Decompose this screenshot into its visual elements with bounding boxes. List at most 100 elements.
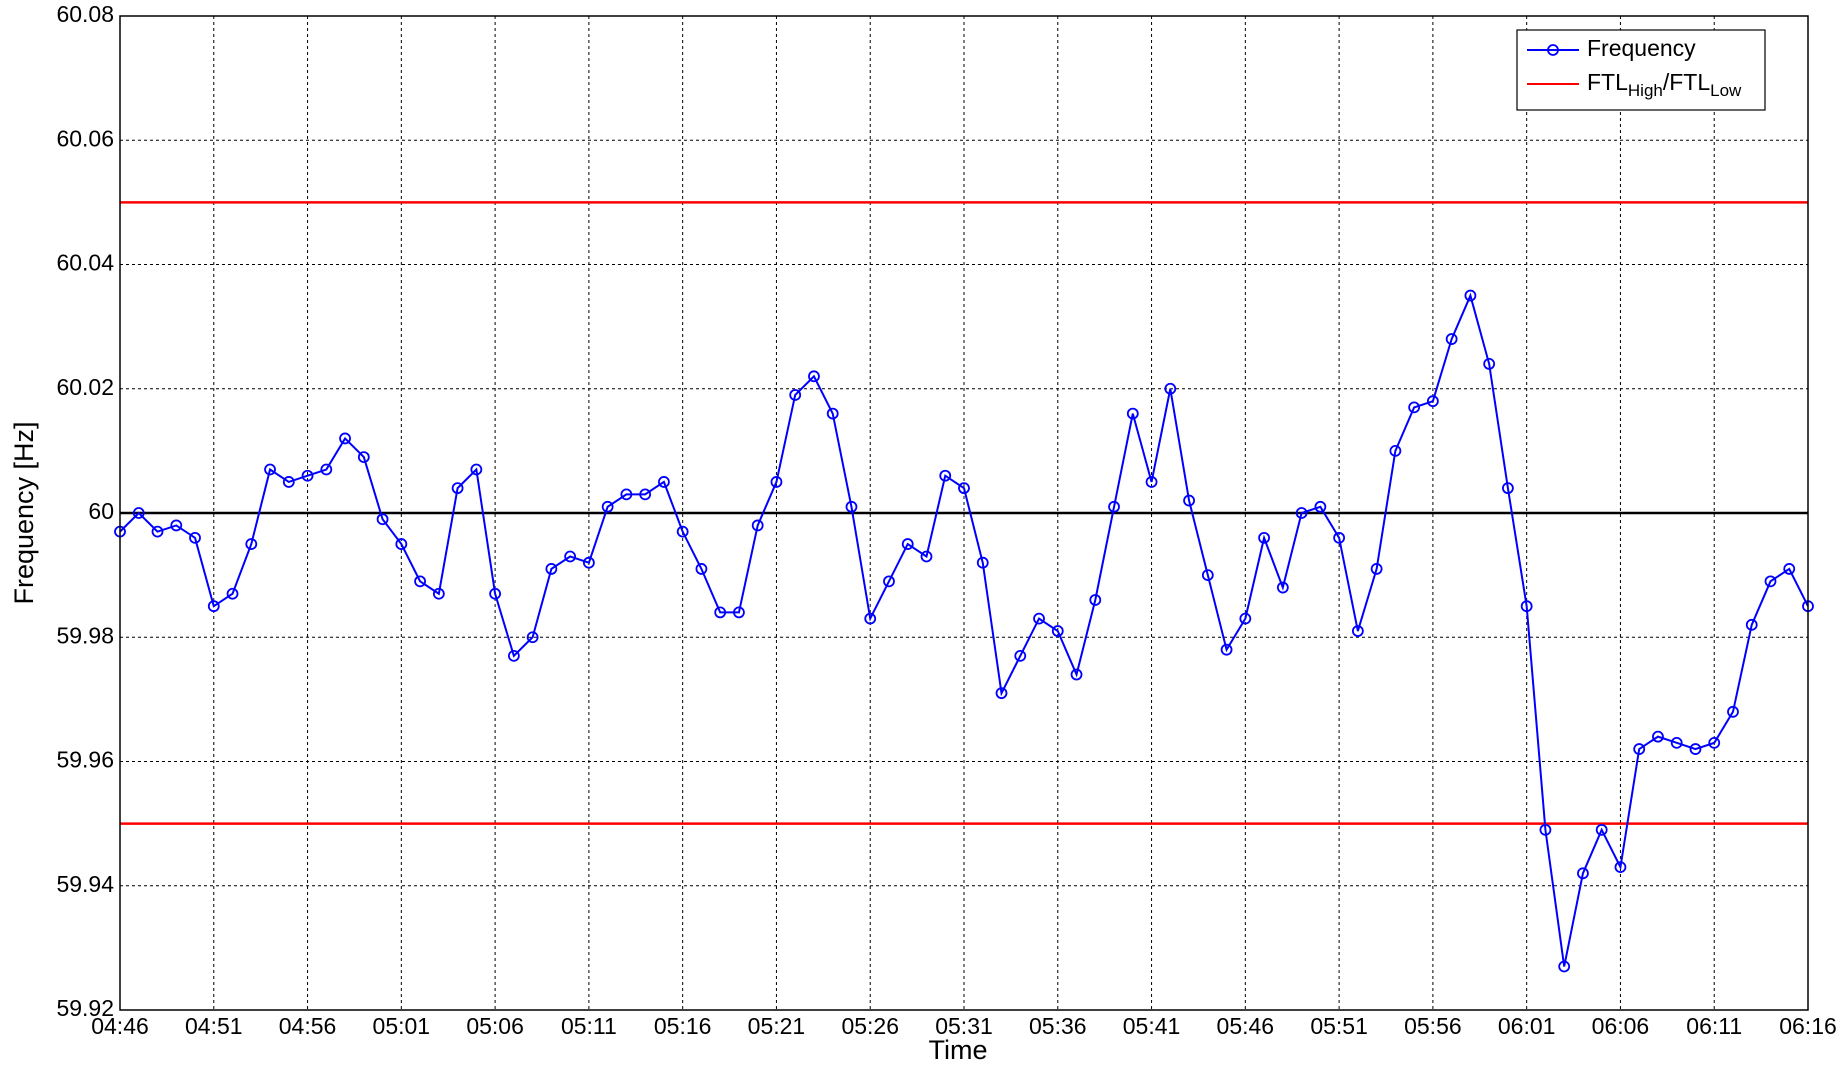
data-point [639, 488, 652, 501]
data-point [1108, 500, 1120, 513]
data-point [1708, 736, 1721, 749]
x-tick-label: 06:16 [1779, 1013, 1837, 1039]
data-point [939, 469, 952, 482]
x-tick-label: 05:21 [748, 1013, 806, 1039]
data-point [1089, 594, 1102, 606]
data-point [789, 389, 802, 401]
x-tick-label: 04:56 [279, 1013, 337, 1039]
data-point [1595, 823, 1608, 836]
x-tick-label: 05:56 [1404, 1013, 1462, 1039]
x-tick-label: 05:06 [466, 1013, 524, 1039]
y-tick-label: 59.94 [56, 871, 114, 897]
data-point [1051, 625, 1064, 637]
data-point [826, 407, 839, 420]
data-point [1689, 743, 1702, 755]
data-point [1633, 743, 1646, 755]
data-point [1295, 507, 1308, 519]
x-tick-label: 05:16 [654, 1013, 712, 1039]
legend-marker [1547, 44, 1559, 56]
data-point [1745, 618, 1758, 631]
data-point [151, 525, 164, 538]
data-point [901, 538, 914, 550]
data-point [1727, 705, 1739, 718]
data-point [601, 500, 614, 513]
data-point [132, 507, 145, 519]
x-tick-label: 04:51 [185, 1013, 243, 1039]
data-point [1258, 531, 1270, 544]
data-point [1670, 736, 1683, 749]
data-point [1314, 500, 1327, 513]
data-point [189, 531, 201, 544]
data-point [245, 538, 258, 550]
data-point [1145, 476, 1158, 488]
data-point [545, 563, 558, 575]
legend-label: FTLHigh/FTLLow [1587, 69, 1742, 100]
x-tick-label: 05:01 [373, 1013, 431, 1039]
data-point [733, 606, 745, 619]
data-point [1483, 357, 1496, 370]
legend-box [1516, 29, 1766, 111]
data-point [414, 575, 426, 588]
data-point [282, 476, 295, 488]
x-tick-label: 06:06 [1592, 1013, 1650, 1039]
data-point [1220, 643, 1233, 656]
data-point [357, 451, 370, 463]
data-point [1164, 382, 1177, 395]
y-tick-label: 59.92 [56, 995, 114, 1021]
data-point [1464, 289, 1477, 302]
y-tick-label: 60.08 [56, 1, 114, 27]
data-point [1614, 861, 1627, 874]
data-point [995, 687, 1008, 700]
data-point [1558, 960, 1571, 973]
y-tick-label: 60 [88, 498, 114, 524]
y-axis-label: Frequency [Hz] [9, 421, 39, 604]
legend-label-part: FTL [1587, 69, 1628, 95]
x-tick-label: 06:11 [1686, 1013, 1742, 1039]
data-point [376, 513, 389, 526]
x-tick-label: 05:46 [1217, 1013, 1275, 1039]
data-point [808, 370, 820, 383]
data-point [1370, 563, 1383, 575]
y-tick-label: 59.96 [56, 747, 114, 773]
legend-label-part: High [1628, 81, 1663, 100]
data-point [1783, 563, 1796, 575]
x-tick-label: 05:11 [561, 1013, 617, 1039]
y-tick-label: 60.02 [56, 374, 114, 400]
data-point [620, 488, 633, 501]
x-tick-label: 04:46 [91, 1013, 149, 1039]
data-point [226, 587, 239, 600]
data-point [301, 469, 314, 482]
data-point [1502, 482, 1514, 495]
data-point [1276, 581, 1289, 594]
data-point [1577, 867, 1589, 880]
data-point [1764, 575, 1777, 588]
data-point [883, 575, 895, 588]
data-point [339, 432, 351, 445]
legend-label-part: /FTL [1663, 69, 1710, 95]
data-point [845, 500, 858, 513]
data-point [958, 482, 970, 495]
data-point [451, 482, 464, 495]
data-line [119, 292, 1809, 967]
data-point [320, 463, 333, 476]
data-point [920, 550, 933, 563]
legend-label: Frequency [1587, 35, 1696, 61]
data-point [470, 463, 483, 476]
data-point [507, 649, 520, 662]
data-point [207, 600, 220, 613]
data-point [170, 519, 183, 532]
x-tick-label: 05:51 [1310, 1013, 1368, 1039]
data-point [1201, 569, 1214, 582]
data-point [1333, 531, 1346, 544]
data-point [432, 587, 445, 600]
y-tick-label: 60.04 [56, 250, 114, 276]
data-point [676, 525, 689, 538]
data-point [395, 538, 408, 550]
x-tick-label: 05:41 [1123, 1013, 1181, 1039]
data-point [714, 606, 727, 619]
data-point [1408, 401, 1421, 414]
data-point [1652, 730, 1664, 743]
x-axis-label: Time [929, 1035, 988, 1065]
data-point [582, 556, 595, 569]
